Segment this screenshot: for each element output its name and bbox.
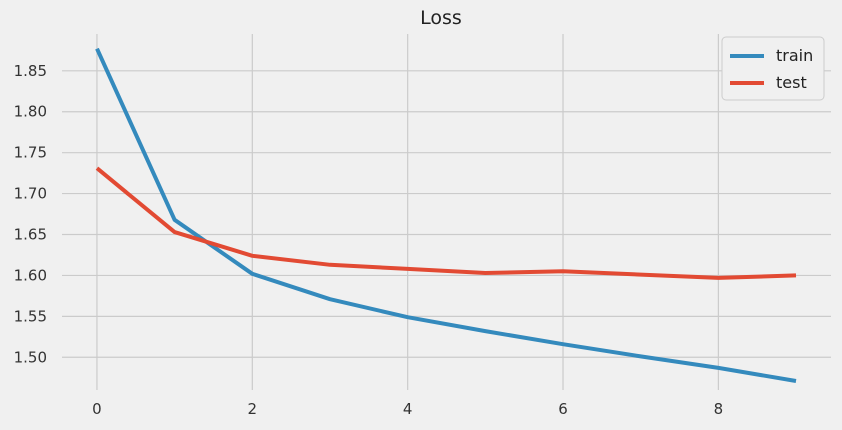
legend: train test	[721, 36, 825, 101]
y-tick-label: 1.85	[14, 62, 47, 80]
legend-label-train: train	[776, 46, 813, 65]
grid	[62, 34, 831, 390]
y-tick-label: 1.60	[14, 266, 47, 284]
y-tick-label: 1.50	[14, 348, 47, 366]
chart-title: Loss	[420, 7, 462, 29]
series-line-train	[95, 47, 797, 383]
y-axis-ticks: 1.50 1.55 1.60 1.65 1.70 1.75 1.80 1.85	[14, 62, 47, 366]
y-tick-label: 1.55	[14, 307, 47, 325]
y-tick-label: 1.75	[14, 144, 47, 162]
x-tick-label: 0	[92, 400, 102, 418]
y-tick-label: 1.70	[14, 185, 47, 203]
legend-label-test: test	[776, 73, 807, 92]
x-tick-label: 6	[558, 400, 568, 418]
y-tick-label: 1.65	[14, 226, 47, 244]
series-lines	[95, 47, 797, 383]
x-axis-ticks: 0 2 4 6 8	[92, 400, 723, 418]
series-line-test	[95, 166, 797, 280]
x-tick-label: 2	[248, 400, 258, 418]
y-tick-label: 1.80	[14, 103, 47, 121]
x-tick-label: 8	[714, 400, 724, 418]
x-tick-label: 4	[403, 400, 413, 418]
